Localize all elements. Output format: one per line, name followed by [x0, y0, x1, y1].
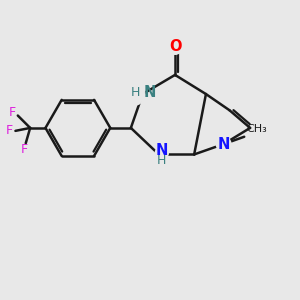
Text: N: N [144, 85, 157, 100]
Circle shape [123, 83, 145, 105]
Text: F: F [9, 106, 16, 119]
Circle shape [155, 155, 168, 168]
Text: F: F [6, 124, 13, 137]
Text: O: O [169, 39, 181, 54]
Circle shape [155, 146, 168, 159]
Circle shape [168, 40, 182, 54]
Circle shape [216, 137, 231, 152]
Text: H: H [157, 154, 167, 167]
Text: N: N [156, 143, 168, 158]
Text: H: H [130, 86, 140, 99]
Text: N: N [218, 136, 230, 152]
Text: CH₃: CH₃ [247, 124, 267, 134]
Text: F: F [21, 142, 28, 156]
